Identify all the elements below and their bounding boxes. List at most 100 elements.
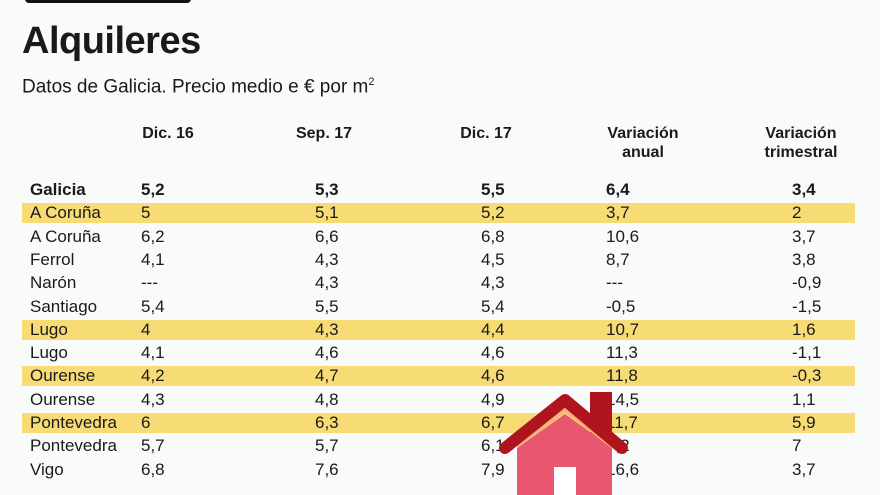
subtitle: Datos de Galicia. Precio medio e € por m… [22,76,375,98]
table-cell: 4,6 [481,366,505,386]
table-cell: -0,5 [606,296,636,316]
table-cell: 4,6 [315,343,339,363]
table-cell: 4,3 [315,249,339,269]
table-cell: 3,8 [792,249,816,269]
table-cell: 7,9 [481,459,505,479]
table-cell: 4,1 [141,343,165,363]
table-cell: 4,9 [481,389,505,409]
table-cell: 4,1 [141,249,165,269]
table-cell: 1,1 [792,389,816,409]
table-cell: 6 [141,413,151,432]
house-body [517,414,612,495]
column-header-line: Dic. 16 [142,125,194,142]
table-row: A Coruña 6,2 6,6 6,8 10,6 3,7 [22,227,855,247]
table-cell: --- [141,273,158,293]
page-title: Alquileres [22,20,201,62]
table-cell: 14,5 [606,389,640,409]
table-row: Narón --- 4,3 4,3 --- -0,9 [22,273,855,293]
table-cell: 6,8 [141,459,165,479]
column-header: Sep. 17 [254,124,394,143]
table-cell: 4,3 [481,273,505,293]
table-cell: 5,5 [315,296,339,316]
house-door [554,467,576,495]
row-label: Lugo [30,319,68,339]
table-cell: 4,3 [141,389,165,409]
column-header: Variación trimestral [731,124,871,162]
row-label: Ourense [30,366,96,386]
table-row: Vigo 6,8 7,6 7,9 16,6 3,7 [22,460,855,480]
table-cell: 4,7 [315,366,339,386]
table-cell: 4,8 [315,389,339,409]
table-cell: --- [606,273,623,293]
table-cell: 5,2 [141,180,165,199]
table-cell: 11,8 [606,366,638,386]
table-cell: 4,4 [481,319,505,339]
table-cell: 2 [792,203,802,223]
table-cell: 5,3 [315,180,339,199]
table-cell: -0,3 [792,366,822,386]
table-cell: 4,5 [481,249,505,269]
row-label: Ferrol [30,249,75,269]
table-cell: 7,6 [315,459,339,479]
row-label: A Coruña [30,226,101,246]
table-cell: 3,7 [792,226,816,246]
table-row: Ferrol 4,1 4,3 4,5 8,7 3,8 [22,250,855,270]
house-roof [499,394,628,454]
table-cell: 6,4 [606,180,630,199]
column-header: Variación anual [573,124,713,162]
table-cell: 3,7 [606,203,630,223]
table-cell: 5,1 [315,203,339,223]
table-row: Galicia 5,2 5,3 5,5 6,4 3,4 [22,180,855,200]
row-label: Vigo [30,459,64,479]
column-header-line: Variación [765,125,837,142]
table-cell: 5,5 [481,180,505,199]
column-header-line: anual [622,144,664,161]
table-cell: 5,9 [792,413,816,432]
table-cell: 4,2 [141,366,165,386]
row-label: Narón [30,273,77,293]
table-row: Pontevedra 6 6,3 6,7 11,7 5,9 [22,413,855,433]
row-label: Pontevedra [30,413,117,432]
column-header: Dic. 16 [98,124,238,143]
table-cell: 5,4 [141,296,165,316]
table-cell: 3,4 [792,180,816,199]
table-cell: 1,6 [792,319,816,339]
column-header-line: Variación [607,125,679,142]
column-header-line: trimestral [764,144,838,161]
column-header-line: Sep. 17 [295,125,353,142]
table-cell: 11,3 [606,343,638,363]
subtitle-superscript: 2 [368,76,375,88]
table-cell: 6,8 [481,226,505,246]
table-cell: 7 [792,436,802,456]
table-cell: 6,2 [141,226,165,246]
table-cell: 10,7 [606,319,640,339]
table-cell: 8,7 [606,249,630,269]
table-cell: 4 [141,319,151,339]
table-cell: 5 [141,203,151,223]
table-cell: 6,1 [481,436,505,456]
row-label: Lugo [30,343,68,363]
table-cell: 5,7 [315,436,339,456]
table-cell: 4,6 [481,343,505,363]
table-cell: 6,7 [481,413,505,432]
row-label: Santiago [30,296,98,316]
row-label: Pontevedra [30,436,117,456]
table-row: Pontevedra 5,7 5,7 6,1 7,2 7 [22,436,855,456]
table-row: A Coruña 5 5,1 5,2 3,7 2 [22,203,855,224]
table-cell: 5,7 [141,436,165,456]
column-header-line: Dic. 17 [460,125,512,142]
subtitle-text: Datos de Galicia. Precio medio e € por m [22,76,369,98]
table-cell: -1,5 [792,296,822,316]
table-cell: 5,4 [481,296,505,316]
row-label: A Coruña [30,203,101,223]
table-cell: 6,6 [315,226,339,246]
row-label: Ourense [30,389,96,409]
table-row: Ourense 4,2 4,7 4,6 11,8 -0,3 [22,366,855,387]
table-cell: 10,6 [606,226,640,246]
column-header: Dic. 17 [416,124,556,143]
table-cell: 6,3 [315,413,339,432]
table-cell: -0,9 [792,273,822,293]
table-row: Lugo 4,1 4,6 4,6 11,3 -1,1 [22,343,855,363]
table-cell: 5,2 [481,203,505,223]
